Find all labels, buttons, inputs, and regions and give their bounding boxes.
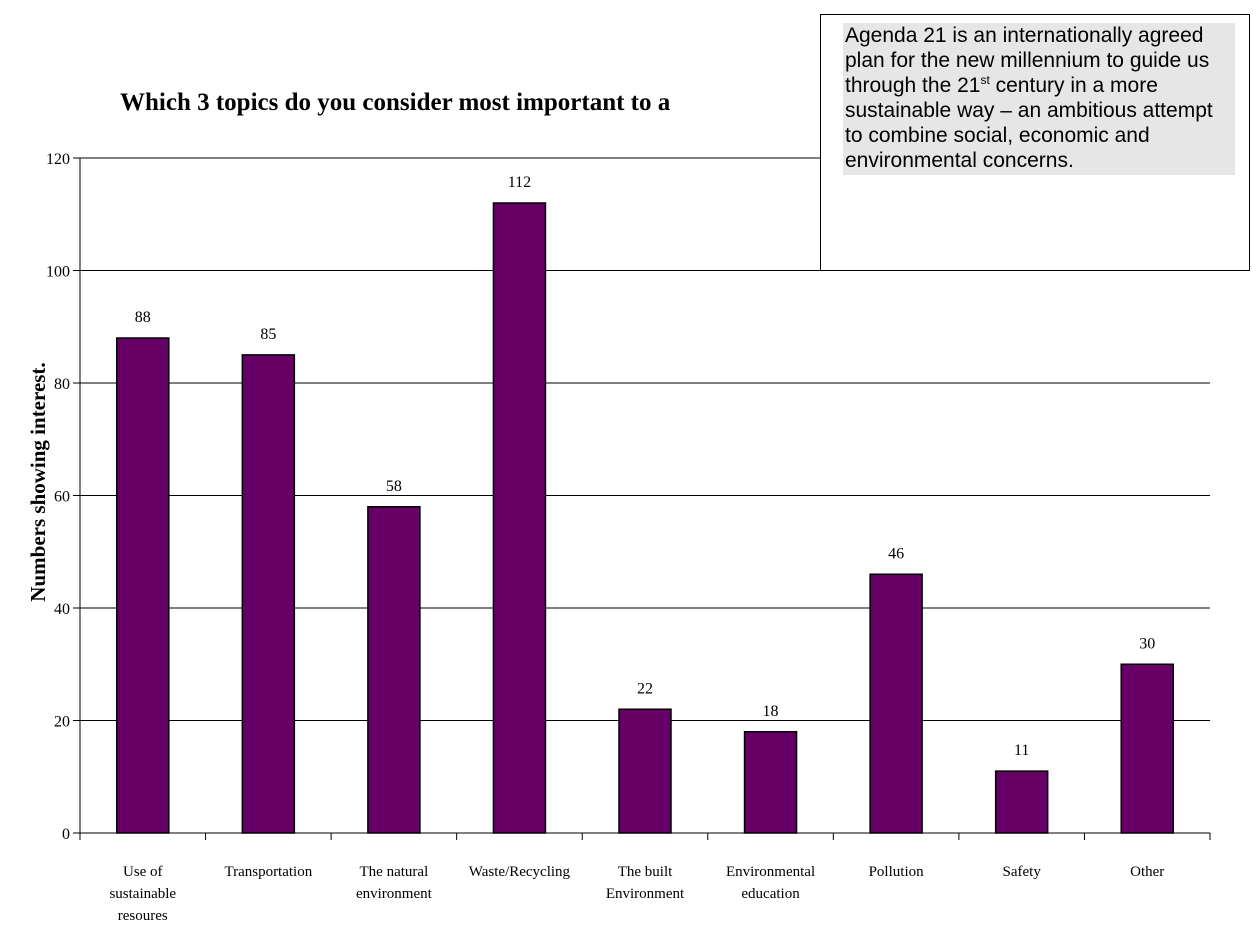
y-tick-label: 60 [54, 489, 70, 506]
x-tick-label-line: Waste/Recycling [469, 864, 571, 880]
x-tick-label: The built Environment [606, 864, 685, 902]
data-label: 11 [1014, 742, 1029, 759]
x-tick-label-line: Pollution [869, 864, 925, 880]
bar [492, 202, 547, 834]
bar [869, 573, 923, 834]
y-tick-label: 120 [46, 151, 70, 168]
data-label: 88 [135, 309, 151, 326]
bars [116, 202, 1174, 834]
y-tick-label: 20 [54, 714, 70, 731]
y-tick-label: 80 [54, 376, 70, 393]
x-tick-label-line: The built [618, 864, 673, 880]
x-tick-label: The natural environment [356, 864, 433, 902]
bar [116, 337, 170, 834]
y-tick-label: 0 [62, 826, 70, 843]
chart-title: Which 3 topics do you consider most impo… [120, 89, 671, 116]
note-text-part2: century in a more sustainable way – an a… [845, 74, 1213, 172]
agenda-21-note-text: Agenda 21 is an internationally agreed p… [843, 23, 1235, 175]
x-tick-label-line: education [741, 886, 800, 902]
bar [994, 770, 1049, 834]
data-label: 85 [260, 326, 276, 343]
x-tick-label: Transportation [224, 864, 312, 880]
agenda-21-note: Agenda 21 is an internationally agreed p… [820, 14, 1250, 271]
data-label: 46 [888, 545, 904, 562]
axes [73, 157, 1211, 840]
x-tick-label: Use of sustainable resoures [109, 864, 176, 924]
data-label: 22 [637, 680, 653, 697]
x-tick-label: Environmental education [726, 864, 815, 902]
data-label: 18 [763, 703, 779, 720]
x-tick-label: Pollution [869, 864, 925, 880]
x-tick-label-line: Other [1130, 864, 1164, 880]
x-tick-label-line: Use of [123, 864, 163, 880]
bar [1120, 663, 1174, 834]
data-label: 30 [1139, 635, 1155, 652]
note-text-part1: Agenda 21 is an internationally agreed p… [845, 24, 1210, 97]
x-tick-label-line: resoures [118, 908, 168, 924]
x-tick-label-line: Environment [606, 886, 685, 902]
x-tick-label-line: The natural [360, 864, 429, 880]
x-tick-label-line: Transportation [224, 864, 312, 880]
x-tick-label: Waste/Recycling [469, 864, 571, 880]
data-label: 58 [386, 478, 402, 495]
bar [241, 354, 296, 834]
bar [618, 708, 672, 834]
y-tick-label: 100 [46, 264, 70, 281]
x-tick-label-line: sustainable [109, 886, 176, 902]
x-tick-label-line: Safety [1003, 864, 1042, 880]
data-label: 112 [508, 174, 531, 191]
y-axis-label: Numbers showing interest. [26, 362, 50, 601]
labels: 0 20 40 60 80 100 120 88 Use of sustainable resour… [46, 151, 1164, 924]
note-superscript: st [980, 73, 990, 87]
x-tick-label-line: environment [356, 886, 433, 902]
x-tick-label: Other [1130, 864, 1164, 880]
bar [743, 731, 798, 834]
y-tick-label: 40 [54, 601, 70, 618]
bar [367, 506, 421, 834]
x-tick-label: Safety [1003, 864, 1042, 880]
x-tick-label-line: Environmental [726, 864, 815, 880]
